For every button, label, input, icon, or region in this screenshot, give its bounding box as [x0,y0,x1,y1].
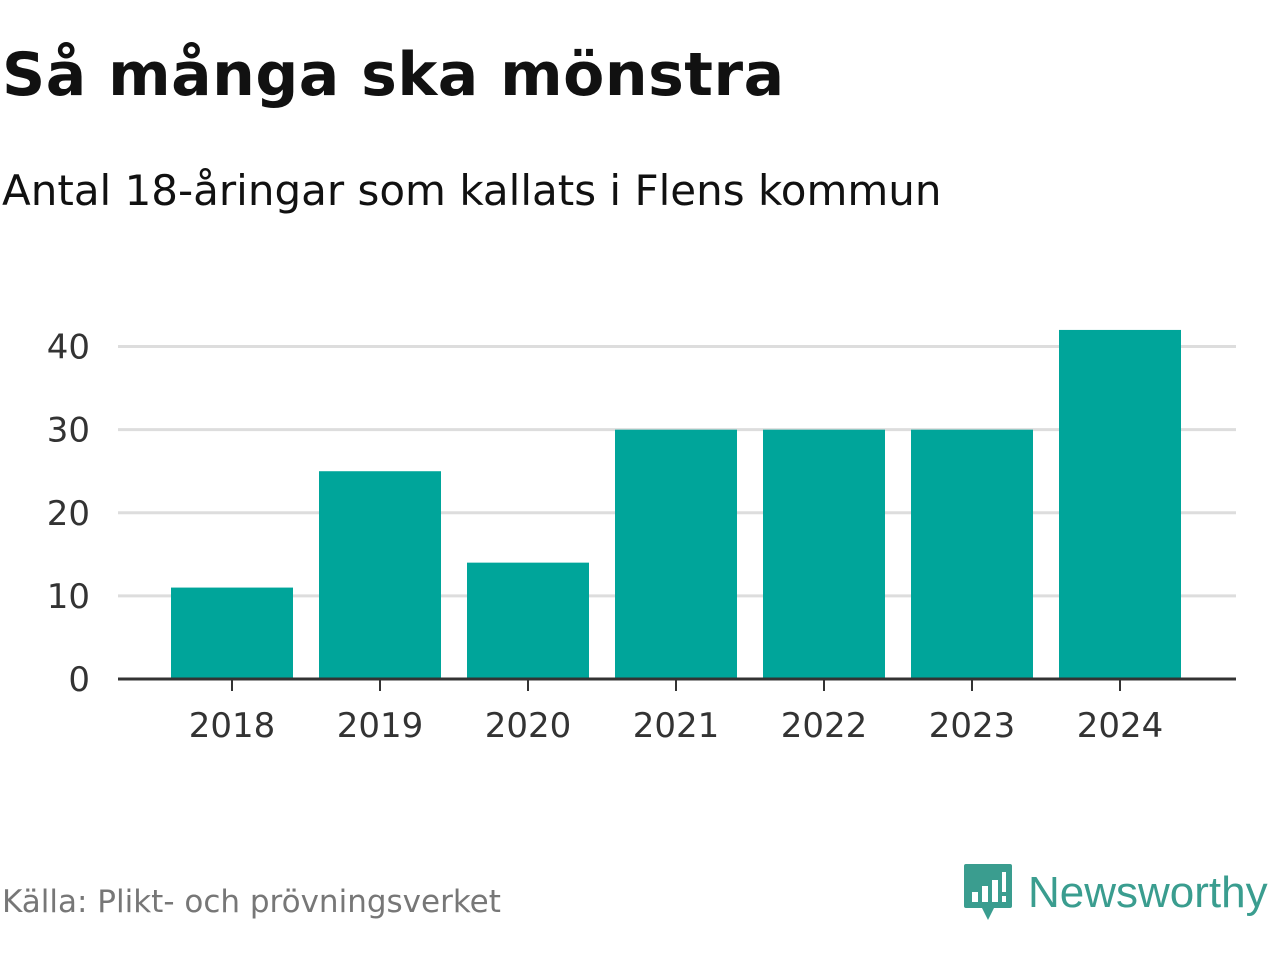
x-tick-label: 2019 [337,706,424,746]
chart-title: Så många ska mönstra [2,40,785,110]
x-tick-label: 2022 [781,706,868,746]
y-tick-label: 30 [47,411,90,451]
newsworthy-icon [964,864,1012,920]
bar [911,429,1033,679]
source-text: Källa: Plikt- och prövningsverket [2,884,501,920]
y-tick-label: 0 [68,660,90,700]
x-tick-label: 2024 [1077,706,1164,746]
y-tick-label: 40 [47,328,90,368]
bar [467,562,589,679]
y-tick-label: 20 [47,494,90,534]
x-tick-label: 2018 [189,706,276,746]
bar [319,471,441,679]
x-tick-label: 2021 [633,706,720,746]
bar [1059,329,1181,679]
bar [763,429,885,679]
chart-subtitle: Antal 18-åringar som kallats i Flens kom… [2,166,942,215]
brand-name: Newsworthy [1028,868,1268,917]
bar [615,429,737,679]
x-tick-label: 2023 [929,706,1016,746]
y-tick-label: 10 [47,577,90,617]
brand-logo: Newsworthy [962,862,1268,924]
x-tick-label: 2020 [485,706,572,746]
bar [171,587,293,679]
